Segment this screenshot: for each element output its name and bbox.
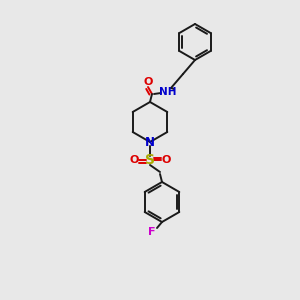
- Text: O: O: [143, 77, 153, 87]
- Text: NH: NH: [159, 87, 177, 97]
- Text: F: F: [148, 227, 156, 237]
- Text: O: O: [161, 155, 171, 165]
- Text: O: O: [129, 155, 139, 165]
- Text: S: S: [145, 153, 155, 167]
- Text: N: N: [145, 136, 155, 148]
